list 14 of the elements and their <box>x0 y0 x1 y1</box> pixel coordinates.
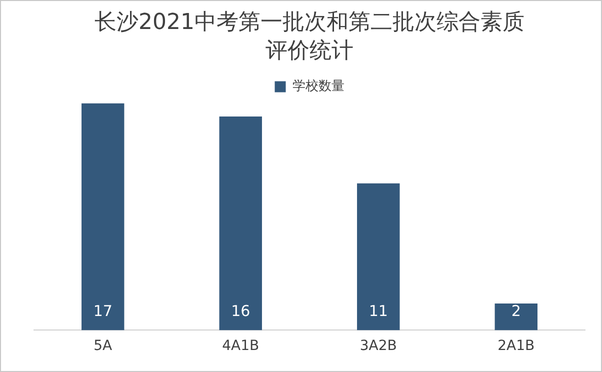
x-tick-label: 3A2B <box>360 338 397 354</box>
x-tick-label: 4A1B <box>222 338 260 354</box>
legend-label: 学校数量 <box>292 79 344 94</box>
x-tick-label: 5A <box>94 338 113 354</box>
bar <box>219 116 262 330</box>
data-label: 11 <box>368 302 388 320</box>
bar <box>494 303 538 330</box>
data-label: 16 <box>231 302 250 320</box>
data-label: 2 <box>511 302 521 320</box>
bar <box>82 103 124 330</box>
x-tick-label: 2A1B <box>498 338 535 354</box>
bar <box>357 183 400 330</box>
chart-title: 长沙2021中考第一批次和第二批次综合素质评价统计 <box>94 10 524 64</box>
data-label: 17 <box>93 302 112 320</box>
